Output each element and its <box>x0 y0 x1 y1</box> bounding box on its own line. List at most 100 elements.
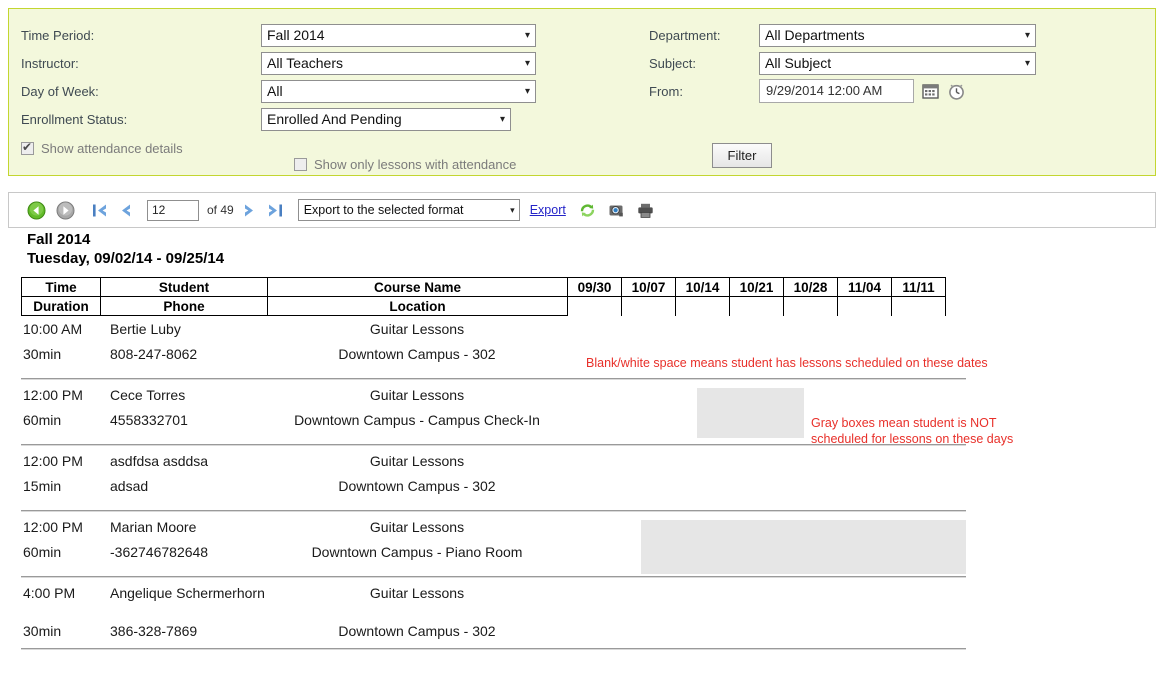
page-number-input[interactable]: 12 <box>147 199 199 221</box>
enrollment-status-label: Enrollment Status: <box>21 111 128 127</box>
table-row[interactable]: 12:00 PM Cece Torres Guitar Lessons 60mi… <box>21 382 1141 448</box>
row-separator <box>21 510 966 512</box>
next-page-icon[interactable] <box>242 201 257 220</box>
print-preview-icon[interactable] <box>607 201 626 220</box>
report-grid: Time Student Course Name 09/30 10/07 10/… <box>21 277 1141 652</box>
show-attendance-details-row[interactable]: Show attendance details <box>21 140 581 156</box>
column-header-date-4: 10/28 <box>783 277 838 297</box>
row-1-duration: 60min <box>23 412 62 428</box>
column-header-course: Course Name <box>267 277 568 297</box>
column-header-date-5: 11/04 <box>837 277 892 297</box>
instructor-select[interactable]: All Teachers <box>261 51 536 75</box>
row-1-phone: 4558332701 <box>110 412 188 428</box>
export-link[interactable]: Export <box>529 203 566 217</box>
row-0-student: Bertie Luby <box>110 321 181 337</box>
show-only-lessons-with-attendance-row[interactable]: Show only lessons with attendance <box>294 157 516 172</box>
row-3-time: 12:00 PM <box>23 519 83 535</box>
enrollment-status-select[interactable]: Enrolled And Pending <box>261 107 511 131</box>
annotation-blank-space: Blank/white space means student has less… <box>586 356 988 370</box>
department-label: Department: <box>649 27 721 43</box>
table-row[interactable]: 12:00 PM Marian Moore Guitar Lessons 60m… <box>21 514 1141 580</box>
date-subheader-1 <box>621 296 676 316</box>
row-3-location: Downtown Campus - Piano Room <box>311 544 523 560</box>
report-toolbar: 12 of 49 Export to the selected format E… <box>8 192 1156 228</box>
row-1-course: Guitar Lessons <box>369 387 465 403</box>
filter-row-day-of-week: Day of Week: All <box>21 77 581 105</box>
refresh-icon[interactable] <box>578 201 597 220</box>
report-title: Fall 2014 <box>27 231 91 248</box>
last-page-icon[interactable] <box>267 201 284 220</box>
show-only-lessons-with-attendance-checkbox[interactable] <box>294 158 307 171</box>
report-header-table: Time Student Course Name 09/30 10/07 10/… <box>21 277 946 316</box>
row-3-course: Guitar Lessons <box>369 519 465 535</box>
row-4-course: Guitar Lessons <box>369 585 465 601</box>
date-subheader-6 <box>891 296 946 316</box>
row-0-duration: 30min <box>23 346 62 362</box>
column-header-student: Student <box>100 277 268 297</box>
row-2-phone: adsad <box>110 478 149 494</box>
filter-button[interactable]: Filter <box>712 143 772 168</box>
filter-row-from: From: 9/29/2014 12:00 AM <box>649 77 1119 105</box>
table-row[interactable]: 4:00 PM Angelique Schermerhorn Guitar Le… <box>21 580 1141 652</box>
column-header-duration: Duration <box>21 296 101 316</box>
calendar-icon[interactable] <box>922 83 939 100</box>
total-pages-label: of 49 <box>207 203 234 217</box>
column-header-date-1: 10/07 <box>621 277 676 297</box>
day-of-week-select[interactable]: All <box>261 79 536 103</box>
row-4-student: Angelique Schermerhorn <box>110 585 265 601</box>
table-row[interactable]: 10:00 AM Bertie Luby Guitar Lessons 30mi… <box>21 316 1141 382</box>
subject-select[interactable]: All Subject <box>759 51 1036 75</box>
department-select[interactable]: All Departments <box>759 23 1036 47</box>
row-1-location: Downtown Campus - Campus Check-In <box>294 412 540 428</box>
row-4-time: 4:00 PM <box>23 585 76 601</box>
day-of-week-label: Day of Week: <box>21 83 99 99</box>
filter-row-time-period: Time Period: Fall 2014 <box>21 21 581 49</box>
row-0-time: 10:00 AM <box>23 321 83 337</box>
row-1-time: 12:00 PM <box>23 387 83 403</box>
first-page-icon[interactable] <box>91 201 108 220</box>
row-4-phone: 386-328-7869 <box>110 623 198 639</box>
from-date-input[interactable]: 9/29/2014 12:00 AM <box>759 79 914 103</box>
row-3-student: Marian Moore <box>110 519 197 535</box>
report-body: Fall 2014 Tuesday, 09/02/14 - 09/25/14 T… <box>0 230 1164 652</box>
row-2-time: 12:00 PM <box>23 453 83 469</box>
time-period-select[interactable]: Fall 2014 <box>261 23 536 47</box>
show-attendance-details-checkbox[interactable] <box>21 140 34 155</box>
instructor-label: Instructor: <box>21 55 79 71</box>
row-1-student: Cece Torres <box>110 387 186 403</box>
column-header-time: Time <box>21 277 101 297</box>
header-row-secondary: Duration Phone Location <box>21 296 946 316</box>
subject-label: Subject: <box>649 55 696 71</box>
row-4-duration: 30min <box>23 623 62 639</box>
row-3-duration: 60min <box>23 544 62 560</box>
row-2-duration: 15min <box>23 478 62 494</box>
filter-column-left: Time Period: Fall 2014 Instructor: All T… <box>21 21 581 156</box>
column-header-location: Location <box>267 296 568 316</box>
back-arrow-icon[interactable] <box>27 201 46 220</box>
date-subheader-5 <box>837 296 892 316</box>
show-only-lessons-with-attendance-label: Show only lessons with attendance <box>314 157 517 172</box>
annotation-gray-boxes: Gray boxes mean student is NOT scheduled… <box>811 416 1014 446</box>
show-attendance-details-label: Show attendance details <box>41 141 183 156</box>
row-0-location: Downtown Campus - 302 <box>338 346 496 362</box>
table-row[interactable]: 12:00 PM asdfdsa asddsa Guitar Lessons 1… <box>21 448 1141 514</box>
column-header-date-0: 09/30 <box>567 277 622 297</box>
row-separator <box>21 648 966 650</box>
clock-icon[interactable] <box>947 82 966 101</box>
row-4-location: Downtown Campus - 302 <box>338 623 496 639</box>
column-header-date-2: 10/14 <box>675 277 730 297</box>
print-icon[interactable] <box>636 201 655 220</box>
unscheduled-gray-box <box>697 388 804 438</box>
column-header-phone: Phone <box>100 296 268 316</box>
filter-panel: Time Period: Fall 2014 Instructor: All T… <box>8 8 1156 176</box>
previous-page-icon[interactable] <box>118 201 133 220</box>
row-0-course: Guitar Lessons <box>369 321 465 337</box>
date-subheader-4 <box>783 296 838 316</box>
filter-row-subject: Subject: All Subject <box>649 49 1119 77</box>
date-subheader-3 <box>729 296 784 316</box>
row-2-location: Downtown Campus - 302 <box>338 478 496 494</box>
row-0-phone: 808-247-8062 <box>110 346 198 362</box>
row-2-course: Guitar Lessons <box>369 453 465 469</box>
export-format-select[interactable]: Export to the selected format <box>297 199 520 221</box>
column-header-date-6: 11/11 <box>891 277 946 297</box>
